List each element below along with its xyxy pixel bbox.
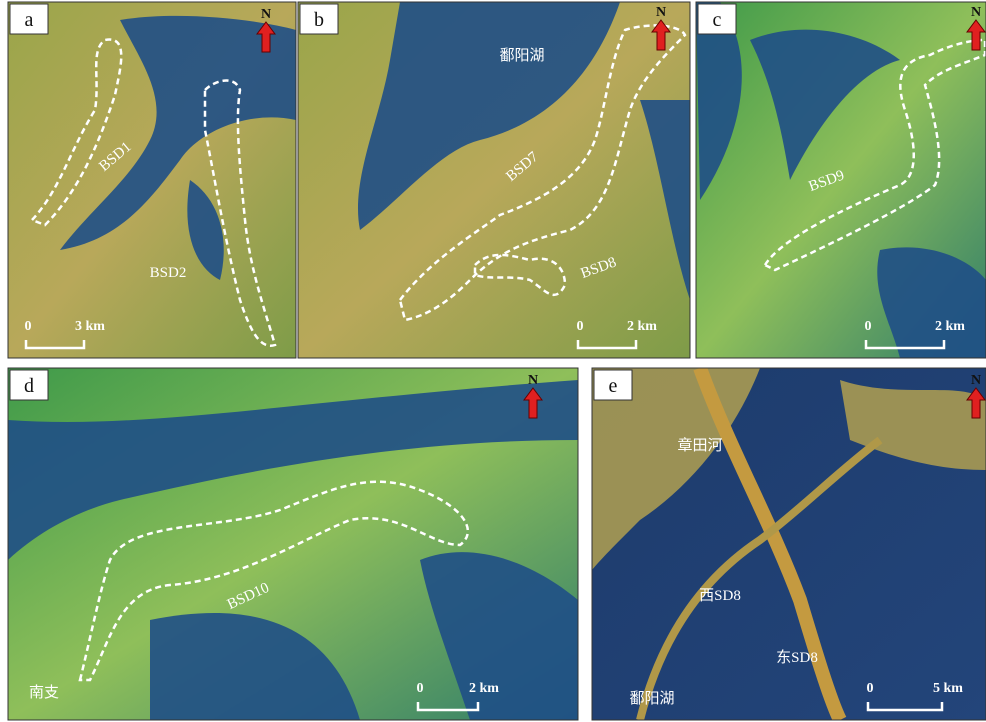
panel-letter: c: [713, 9, 722, 31]
panel-image: [8, 368, 578, 720]
north-label: N: [656, 5, 666, 20]
scale-zero: 0: [577, 319, 584, 334]
map-label: BSD2: [150, 265, 187, 281]
north-label: N: [528, 373, 538, 388]
scale-zero: 0: [25, 319, 32, 334]
map-label: 东SD8: [776, 649, 818, 666]
panel-letter: a: [25, 9, 34, 31]
panel-letter: e: [609, 375, 618, 397]
map-label: 鄱阳湖: [629, 690, 674, 707]
figure: aN03 kmBSD1BSD2bN02 km鄱阳湖BSD7BSD8cN02 km…: [0, 0, 986, 722]
north-label: N: [971, 5, 981, 20]
scale-length: 2 km: [935, 319, 965, 334]
map-label: 鄱阳湖: [499, 47, 544, 64]
scale-zero: 0: [867, 681, 874, 696]
scale-length: 5 km: [933, 681, 963, 696]
panel-image: [592, 368, 986, 720]
scale-zero: 0: [417, 681, 424, 696]
map-label: 南支: [29, 684, 59, 701]
scale-length: 2 km: [469, 681, 499, 696]
panel-letter: b: [314, 9, 324, 31]
north-label: N: [971, 373, 981, 388]
scale-zero: 0: [865, 319, 872, 334]
map-label: 西SD8: [699, 588, 741, 604]
panel-image: [298, 2, 690, 358]
panel-image: [8, 2, 296, 358]
panel-letter: d: [24, 375, 34, 397]
map-label: 章田河: [677, 436, 722, 454]
north-label: N: [261, 7, 271, 22]
scale-length: 2 km: [627, 319, 657, 334]
scale-length: 3 km: [75, 319, 105, 334]
